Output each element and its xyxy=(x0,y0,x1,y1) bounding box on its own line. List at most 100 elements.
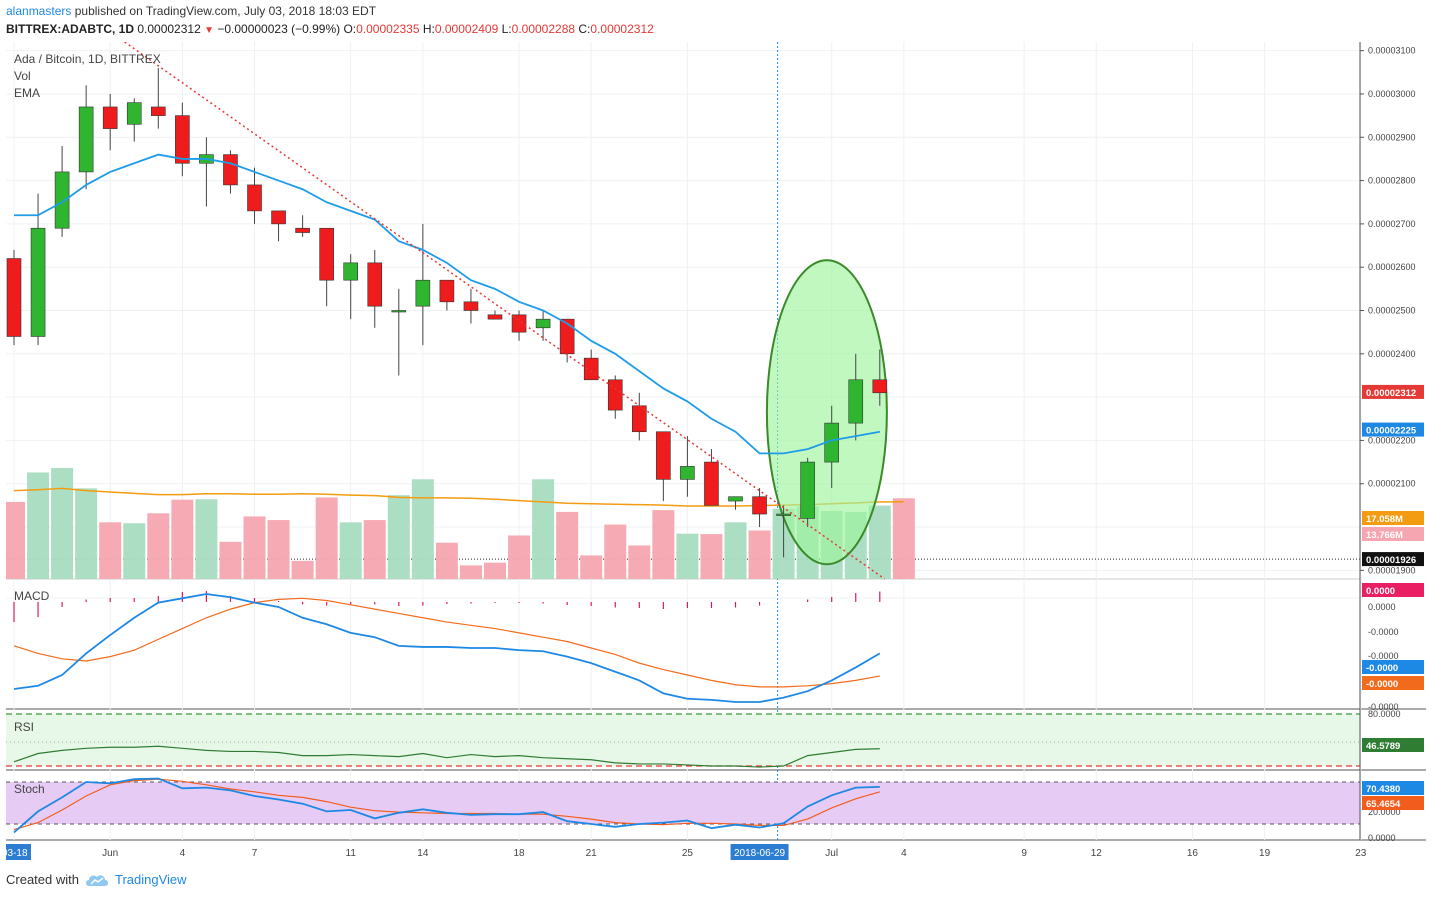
volume-bar xyxy=(484,562,506,579)
ema-line xyxy=(14,153,880,455)
price-tick-label: 0.00002800 xyxy=(1368,176,1416,186)
highlight-ellipse-shape xyxy=(765,259,888,566)
macd-pane xyxy=(6,591,1360,703)
date-label: 11 xyxy=(346,848,357,859)
candle-down xyxy=(175,115,190,164)
volume-bar xyxy=(868,505,891,579)
volume-bar xyxy=(387,495,410,579)
volume-last-tag: 13.766M xyxy=(1366,530,1403,541)
candle-up xyxy=(126,102,142,125)
price-tick-label: 0.00002900 xyxy=(1368,132,1416,142)
rsi-pane xyxy=(13,745,880,768)
high-value: 0.00002409 xyxy=(434,22,499,36)
candle-down xyxy=(151,106,166,116)
macd-legend: MACD xyxy=(14,589,50,603)
candle-up xyxy=(680,466,695,480)
candle-up xyxy=(848,379,864,424)
price-tick-label: 0.00002100 xyxy=(1368,479,1416,489)
date-label: 4 xyxy=(180,848,186,859)
axes: 0.00003100 0.00003000 0.00002900 0.00002800… xyxy=(0,42,1416,860)
volume-bar xyxy=(556,511,579,579)
volume-bar xyxy=(315,497,338,579)
stoch-pane xyxy=(13,777,880,834)
volume-bar xyxy=(51,467,74,579)
stoch-legend: Stoch xyxy=(14,782,45,796)
trendline-drawing[interactable] xyxy=(124,41,886,580)
macd-tick-label: -0.0000 xyxy=(1368,651,1399,661)
candle-up xyxy=(776,513,791,516)
volume-bar xyxy=(411,479,434,579)
created-with-text: Created with xyxy=(6,872,79,887)
volume-bar xyxy=(676,533,699,579)
publish-text: published on TradingView.com, July 03, 2… xyxy=(74,4,377,18)
stoch-k-line xyxy=(13,777,880,834)
date-label: 18 xyxy=(513,848,525,859)
candle-down xyxy=(752,496,767,515)
price-tick-label: 0.00002600 xyxy=(1368,262,1416,272)
symbol-name: BITTREX:ADABTC, 1D xyxy=(6,22,134,36)
last-price-tag: 0.00002312 xyxy=(1366,388,1416,399)
close-label: C: xyxy=(578,22,591,36)
macd-signal-line xyxy=(13,597,880,688)
level-tag-box xyxy=(1362,552,1424,567)
last-price: 0.00002312 xyxy=(137,22,201,36)
ema-legend: EMA xyxy=(14,86,40,100)
rsi-tick-label: 80.0000 xyxy=(1368,709,1401,719)
candle-down xyxy=(872,379,888,394)
rsi-tag: 46.5789 xyxy=(1366,741,1400,752)
author-link[interactable]: alanmasters xyxy=(6,4,72,18)
stoch-tick-label: 20.0000 xyxy=(1368,807,1401,817)
chart-svg[interactable]: 0.00003100 0.00003000 0.00002900 0.00002800… xyxy=(0,41,1426,862)
tradingview-link[interactable]: TradingView xyxy=(114,872,187,887)
date-label: 23 xyxy=(1355,848,1367,859)
ema-tag-box xyxy=(1362,422,1424,437)
price-labels: 0.00002312 0.00002225 17.058M 13.766M 0.0000… xyxy=(1362,384,1424,810)
price-tick-label: 0.00002700 xyxy=(1368,219,1416,229)
main-legend: Ada / Bitcoin, 1D, BITTREX xyxy=(14,52,161,66)
stoch-d-tag: 65.4654 xyxy=(1366,799,1401,810)
volume-ma-polyline xyxy=(13,487,904,507)
open-label: O: xyxy=(343,22,357,36)
candle-up xyxy=(391,310,407,313)
highlight-ellipse[interactable] xyxy=(765,259,888,566)
volume-bar xyxy=(748,530,771,579)
price-tick-label: 0.00001900 xyxy=(1368,565,1416,575)
stoch-d-tag-box xyxy=(1362,796,1424,810)
date-label-box xyxy=(0,844,31,860)
candle-down xyxy=(607,379,623,411)
volume-bar xyxy=(75,488,98,579)
volume-ma-tag-box xyxy=(1362,511,1424,525)
volume-bar xyxy=(652,510,675,579)
volume-bar xyxy=(339,522,362,579)
macd-hist-tag: 0.0000 xyxy=(1366,586,1395,597)
macd-hist-tag-box xyxy=(1362,583,1424,597)
price-tick-label: 0.00003000 xyxy=(1368,89,1416,99)
symbol-ohlc-line: BITTREX:ADABTC, 1D 0.00002312 ▼ −0.00000… xyxy=(6,22,654,36)
volume-last-tag-box xyxy=(1362,527,1424,541)
candle-down xyxy=(704,461,719,506)
candle-up xyxy=(343,262,359,281)
volume-bar xyxy=(508,535,531,579)
macd-tick-label: -0.0000 xyxy=(1368,627,1399,637)
price-tick-label: 0.00002400 xyxy=(1368,349,1416,359)
date-label: 9 xyxy=(1021,848,1027,859)
price-tick-label: 0.00002200 xyxy=(1368,435,1416,445)
ema-tag: 0.00002225 xyxy=(1366,426,1417,437)
volume-bar xyxy=(27,472,50,579)
stoch-tick-label: 0.0000 xyxy=(1368,833,1396,843)
date-label: 14 xyxy=(417,848,429,859)
volume-bar xyxy=(267,520,290,579)
rsi-legend: RSI xyxy=(14,720,34,734)
chart-area[interactable]: 0.00003100 0.00003000 0.00002900 0.00002800… xyxy=(0,41,1426,862)
candle-up xyxy=(415,279,431,307)
trendline-line xyxy=(124,41,886,580)
macd-line xyxy=(13,593,881,703)
candle-up xyxy=(54,171,70,229)
volume-bar xyxy=(3,501,25,579)
volume-bar xyxy=(892,498,915,579)
date-label: 4 xyxy=(901,848,907,859)
candle-down xyxy=(102,106,118,129)
candle-down xyxy=(367,262,383,307)
rsi-band xyxy=(6,714,1360,766)
candle-down xyxy=(487,314,503,320)
